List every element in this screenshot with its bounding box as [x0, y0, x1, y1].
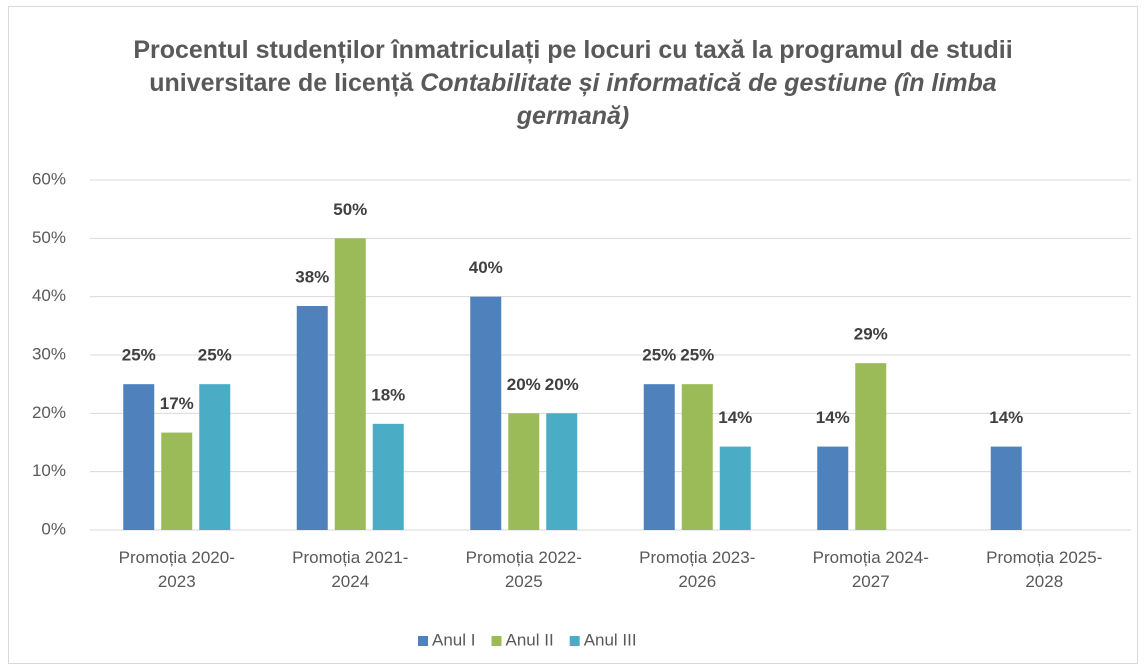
bar [719, 446, 751, 530]
bar [508, 413, 540, 530]
x-tick-label: Promoția 2022-2025 [465, 548, 582, 591]
legend-label: Anul II [505, 630, 553, 649]
chart-frame [8, 6, 1138, 664]
x-tick-label: Promoția 2025-2028 [986, 548, 1103, 591]
bar [372, 423, 404, 530]
y-tick-label: 30% [32, 344, 66, 363]
x-tick-label: Promoția 2023-2026 [639, 548, 756, 591]
data-label: 25% [122, 346, 156, 365]
y-tick-label: 40% [32, 286, 66, 305]
legend-label: Anul III [584, 630, 637, 649]
y-tick-label: 20% [32, 403, 66, 422]
data-label: 25% [680, 346, 714, 365]
y-tick-label: 10% [32, 461, 66, 480]
data-label: 50% [333, 200, 367, 219]
data-label: 38% [295, 267, 329, 286]
data-label: 17% [160, 394, 194, 413]
data-label: 18% [371, 385, 405, 404]
bar [681, 384, 713, 530]
legend-label: Anul I [432, 630, 475, 649]
x-tick-label: Promoția 2021-2024 [292, 548, 409, 591]
data-label: 40% [469, 258, 503, 277]
y-tick-label: 60% [32, 169, 66, 188]
title-text: Procentul studenților înmatriculați pe l… [133, 36, 1013, 97]
legend-swatch [418, 636, 428, 646]
legend-swatch [491, 636, 502, 646]
data-label: 14% [989, 408, 1023, 427]
bar [643, 384, 675, 530]
bar [470, 296, 502, 530]
y-tick-label: 0% [41, 519, 66, 538]
data-label: 20% [507, 375, 541, 394]
data-label: 14% [718, 408, 752, 427]
bar [334, 238, 366, 531]
data-label: 20% [545, 375, 579, 394]
bar [296, 306, 328, 530]
bar [199, 384, 231, 530]
bar [123, 384, 155, 530]
x-tick-label: Promoția 2024-2027 [812, 548, 929, 591]
y-tick-label: 50% [32, 228, 66, 247]
data-label: 29% [854, 325, 888, 344]
data-label: 25% [198, 346, 232, 365]
data-label: 25% [642, 346, 676, 365]
chart-title: Procentul studenților înmatriculați pe l… [123, 34, 1023, 133]
legend-swatch [569, 636, 580, 646]
x-tick-label: Promoția 2020-2023 [118, 548, 235, 591]
bar [817, 446, 849, 530]
bar [990, 446, 1022, 530]
bar [855, 363, 887, 530]
bar [546, 413, 578, 530]
title-italic: Contabilitate și informatică de gestiune… [420, 69, 997, 130]
data-label: 14% [816, 408, 850, 427]
bar [161, 432, 193, 530]
